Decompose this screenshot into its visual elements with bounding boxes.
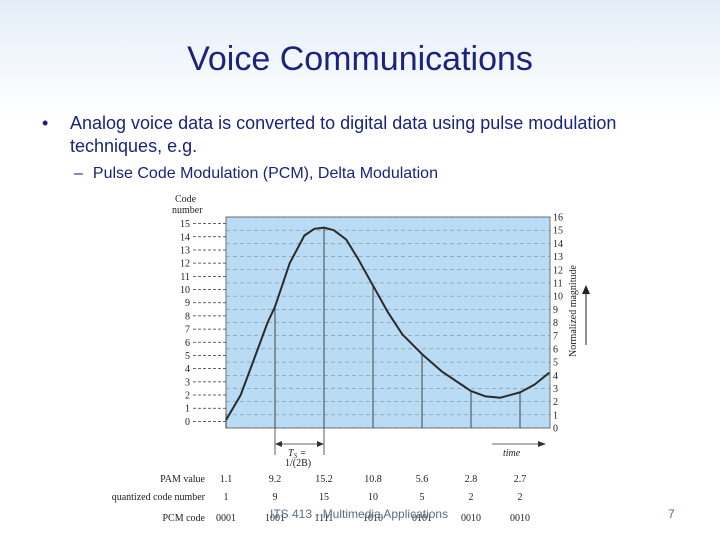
pam-value: 2.8: [465, 474, 478, 485]
pcm-code-value: 0001: [216, 513, 236, 524]
grid-lines: [226, 216, 550, 429]
magnitude-tick-label: 9: [553, 305, 558, 316]
code-tick-label: 14: [180, 232, 190, 243]
code-tick-label: 5: [185, 351, 190, 362]
magnitude-tick-label: 11: [553, 278, 563, 289]
pam-value: 15.2: [315, 474, 333, 485]
sample-lines: [225, 227, 521, 428]
magnitude-tick-label: 1: [553, 410, 558, 421]
magnitude-tick-label: 4: [553, 371, 558, 382]
magnitude-tick-label: 13: [553, 252, 563, 263]
pcm-code-value: 1001: [265, 513, 285, 524]
quantized-code-value: 5: [420, 492, 425, 503]
page-number: 7: [668, 507, 675, 521]
time-label: time: [503, 448, 521, 459]
code-tick-label: 12: [180, 259, 190, 270]
pcm-code-value: 0010: [461, 513, 481, 524]
magnitude-tick-label: 16: [553, 213, 563, 224]
pcm-code-value: 0010: [510, 513, 530, 524]
magnitude-tick-label: 0: [553, 424, 558, 435]
time-annotation: time: [492, 441, 546, 459]
pam-value: 2.7: [514, 474, 527, 485]
bullet-text: Analog voice data is converted to digita…: [70, 113, 617, 156]
code-tick-label: 10: [180, 285, 190, 296]
magnitude-tick-label: 10: [553, 292, 563, 303]
quantized-code-value: 15: [319, 492, 329, 503]
magnitude-tick-label: 15: [553, 226, 563, 237]
code-tick-label: 9: [185, 298, 190, 309]
magnitude-tick-label: 8: [553, 318, 558, 329]
magnitude-tick-label: 6: [553, 344, 558, 355]
code-tick-label: 13: [180, 245, 190, 256]
code-tick-label: 15: [180, 219, 190, 230]
ts-symbol: T: [288, 448, 295, 459]
quantized-code-value: 10: [368, 492, 378, 503]
code-axis-title-line2: number: [172, 205, 203, 216]
code-tick-label: 7: [185, 325, 190, 336]
sample-value-rows: PAM value quantized code number PCM code 1.…: [112, 474, 530, 524]
sub-bullet-dash: –: [74, 165, 83, 182]
code-tick-label: 2: [185, 391, 190, 402]
code-tick-label: 6: [185, 338, 190, 349]
code-axis-title-line1: Code: [175, 194, 197, 205]
bullet-dot: •: [42, 113, 49, 133]
bullet-item: • Analog voice data is converted to digi…: [42, 112, 692, 158]
pcm-code-value: 1010: [363, 513, 383, 524]
magnitude-tick-label: 5: [553, 358, 558, 369]
row-label: quantized code number: [112, 492, 206, 503]
code-tick-label: 11: [180, 272, 190, 283]
analog-signal-curve: [225, 226, 551, 421]
code-tick-label: 4: [185, 364, 190, 375]
row-label: PCM code: [163, 513, 206, 524]
quantized-code-value: 2: [469, 492, 474, 503]
ts-formula: 1/(2B): [285, 458, 311, 469]
pam-value: 10.8: [364, 474, 382, 485]
code-tick-label: 3: [185, 377, 190, 388]
magnitude-tick-label: 2: [553, 397, 558, 408]
code-tick-label: 0: [185, 417, 190, 428]
pcm-code-value: 0101: [412, 513, 432, 524]
footer-text: ITS 413 - Multimedia Applications: [270, 507, 449, 521]
magnitude-tick-label: 12: [553, 265, 563, 276]
pam-value: 5.6: [416, 474, 429, 485]
code-tick-label: 1: [185, 404, 190, 415]
time-arrowhead: [538, 441, 546, 447]
quantized-code-value: 9: [273, 492, 278, 503]
ts-label: TS =: [288, 448, 306, 460]
sub-bullet-item: – Pulse Code Modulation (PCM), Delta Modu…: [74, 165, 438, 183]
sub-bullet-text: Pulse Code Modulation (PCM), Delta Modul…: [92, 165, 438, 182]
ts-arrowhead-left: [275, 441, 282, 447]
magnitude-arrowhead: [582, 285, 590, 294]
ts-equals: =: [297, 448, 306, 459]
row-label: PAM value: [160, 474, 205, 485]
ts-arrowhead-right: [317, 441, 324, 447]
magnitude-tick-label: 3: [553, 384, 558, 395]
pam-value: 1.1: [220, 474, 233, 485]
magnitude-tick-label: 7: [553, 331, 558, 342]
pcm-code-value: 1111: [315, 513, 334, 524]
magnitude-tick-label: 14: [553, 239, 563, 250]
ts-subscript: S: [294, 452, 298, 460]
normalized-magnitude-label: Normalized magnitude: [568, 265, 579, 357]
quantized-code-value: 1: [224, 492, 229, 503]
sample-period-annotation: TS =1/(2B): [274, 428, 325, 469]
slide-title: Voice Communications: [187, 40, 533, 78]
quantized-code-value: 2: [518, 492, 523, 503]
code-tick-label: 8: [185, 311, 190, 322]
pam-value: 9.2: [269, 474, 282, 485]
